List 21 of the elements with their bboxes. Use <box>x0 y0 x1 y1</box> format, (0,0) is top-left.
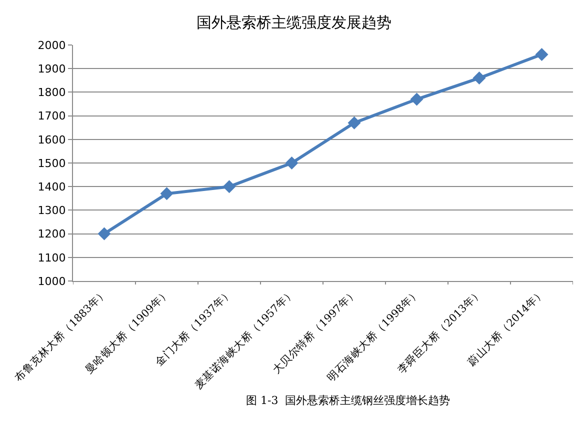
point <box>535 48 548 61</box>
point <box>222 180 236 194</box>
y-tick-label: 2000 <box>38 38 66 52</box>
point <box>285 156 298 170</box>
chart-title: 国外悬索桥主缆强度发展趋势 <box>196 14 392 32</box>
y-tick-label: 1000 <box>38 274 66 288</box>
y-tick-label: 1300 <box>38 204 66 218</box>
y-tick-label: 1200 <box>38 228 66 241</box>
y-tick-label: 1600 <box>38 133 66 146</box>
y-tick-label: 1400 <box>38 180 66 194</box>
y-tick-label: 1500 <box>38 156 66 170</box>
y-tick-label: 1900 <box>38 62 66 76</box>
point <box>410 92 424 106</box>
point <box>348 116 361 130</box>
caption: 图 1-3 国外悬索桥主缆钢丝强度增长趋势 <box>246 394 450 407</box>
point <box>160 187 174 200</box>
y-tick-label: 1100 <box>38 251 66 264</box>
y-tick-label: 1800 <box>38 86 66 100</box>
point <box>472 72 486 85</box>
y-tick-label: 1700 <box>38 110 66 123</box>
point <box>98 227 111 240</box>
